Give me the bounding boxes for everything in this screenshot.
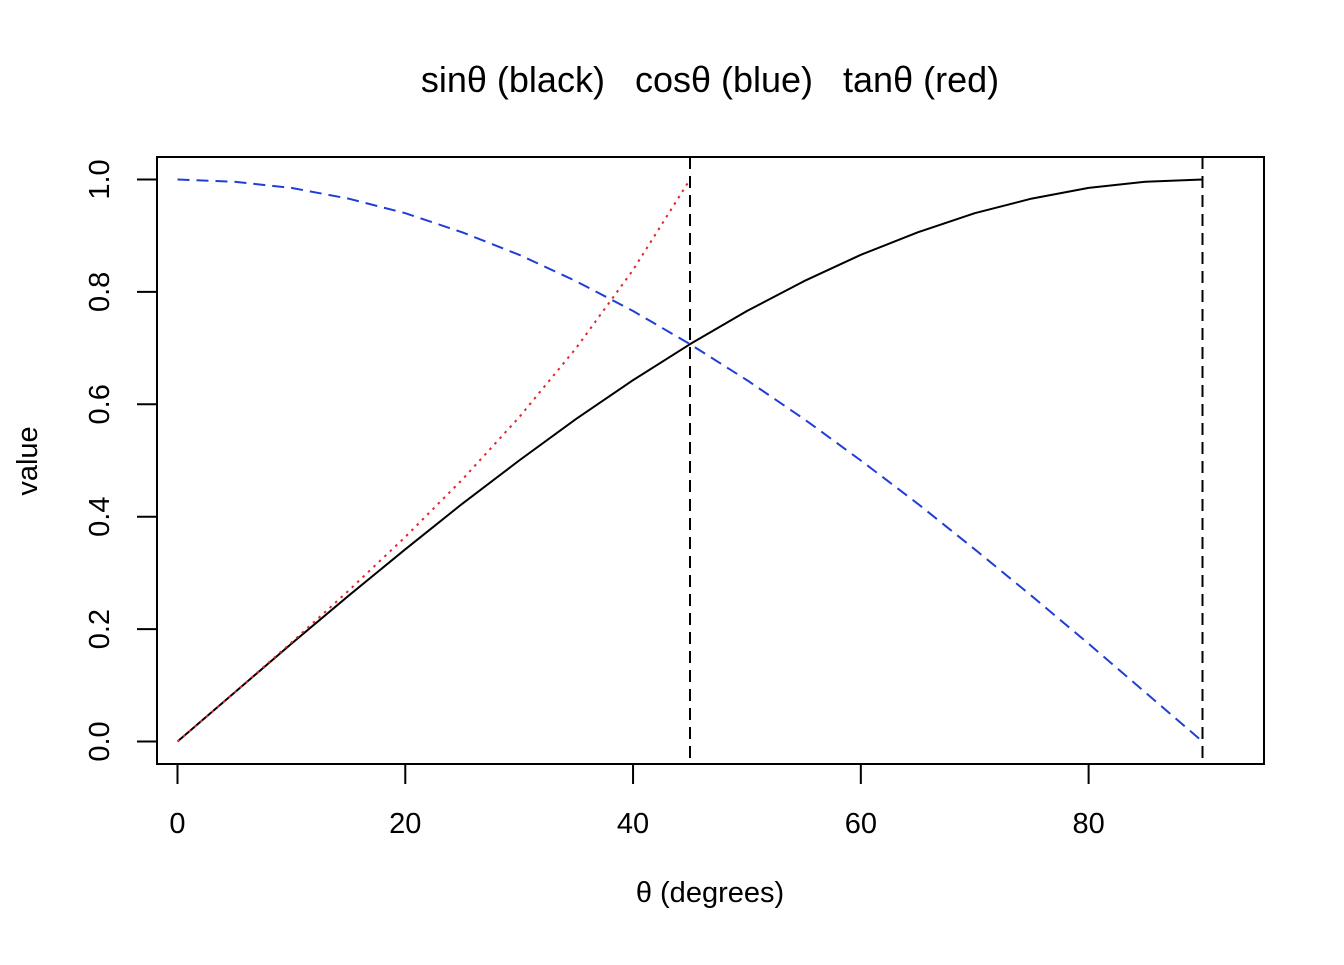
x-tick-label: 80 (1072, 808, 1104, 840)
y-tick-label: 0.6 (84, 384, 116, 424)
chart-title: sinθ (black) cosθ (blue) tanθ (red) (421, 59, 999, 100)
y-tick-label: 1.0 (84, 159, 116, 199)
x-axis-title: θ (degrees) (636, 877, 784, 909)
y-tick-label: 0.0 (84, 721, 116, 761)
series-line-2 (176, 178, 691, 743)
y-tick-label: 0.4 (84, 497, 116, 537)
y-axis-title: value (12, 426, 44, 495)
y-tick-label: 0.8 (84, 272, 116, 312)
x-tick-label: 40 (617, 808, 649, 840)
y-tick-label: 0.2 (84, 609, 116, 649)
x-tick-label: 60 (845, 808, 877, 840)
series-line-0 (176, 178, 1203, 743)
x-tick-label: 20 (389, 808, 421, 840)
plot-frame (156, 156, 1265, 765)
series-line-1 (177, 178, 1204, 743)
x-tick-label: 0 (169, 808, 185, 840)
plot-area: 0 20 40 60 80 0.0 0.2 0.4 0.6 0.8 1.0 (84, 157, 1204, 840)
